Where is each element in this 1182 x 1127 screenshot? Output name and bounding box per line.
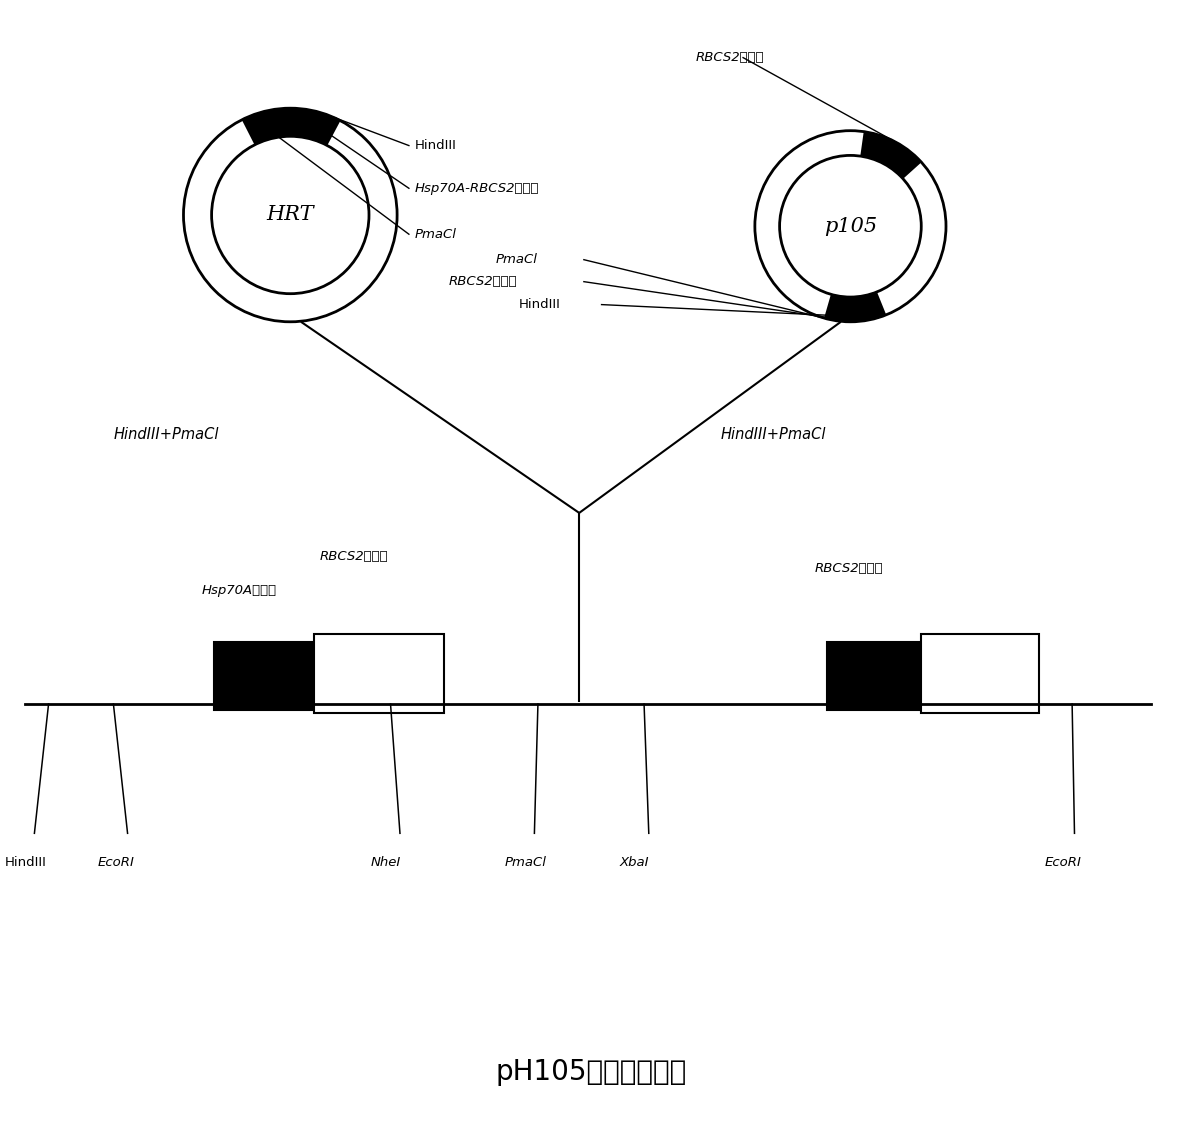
Bar bbox=[921, 635, 1039, 713]
Polygon shape bbox=[860, 132, 922, 179]
Bar bbox=[214, 642, 314, 710]
Text: HindIII+PmaCl: HindIII+PmaCl bbox=[113, 427, 219, 442]
Text: RBCS2终止子: RBCS2终止子 bbox=[696, 51, 765, 64]
Text: RBCS2终止子: RBCS2终止子 bbox=[816, 561, 884, 575]
Text: RBCS2启动子: RBCS2启动子 bbox=[448, 275, 517, 289]
Bar bbox=[827, 642, 921, 710]
Text: HRT: HRT bbox=[267, 205, 314, 224]
Text: HindIII+PmaCl: HindIII+PmaCl bbox=[721, 427, 826, 442]
Polygon shape bbox=[824, 292, 886, 322]
Text: PmaCl: PmaCl bbox=[415, 228, 456, 241]
Text: Hsp70A-RBCS2启动子: Hsp70A-RBCS2启动子 bbox=[415, 181, 539, 195]
Text: EcoRI: EcoRI bbox=[1045, 855, 1082, 869]
Text: NheI: NheI bbox=[370, 855, 401, 869]
Text: PmaCl: PmaCl bbox=[505, 855, 547, 869]
Bar bbox=[314, 635, 443, 713]
Text: XbaI: XbaI bbox=[619, 855, 649, 869]
Text: p105: p105 bbox=[824, 216, 877, 236]
Text: pH105衣藻表达载体: pH105衣藻表达载体 bbox=[495, 1057, 687, 1085]
Text: HindIII: HindIII bbox=[519, 299, 561, 311]
Text: PmaCl: PmaCl bbox=[495, 254, 538, 266]
Text: HindIII: HindIII bbox=[415, 139, 456, 152]
Polygon shape bbox=[242, 108, 340, 145]
Text: HindIII: HindIII bbox=[5, 855, 47, 869]
Text: Hsp70A启动子: Hsp70A启动子 bbox=[202, 584, 277, 597]
Text: RBCS2启动子: RBCS2启动子 bbox=[320, 550, 389, 564]
Text: EcoRI: EcoRI bbox=[98, 855, 135, 869]
